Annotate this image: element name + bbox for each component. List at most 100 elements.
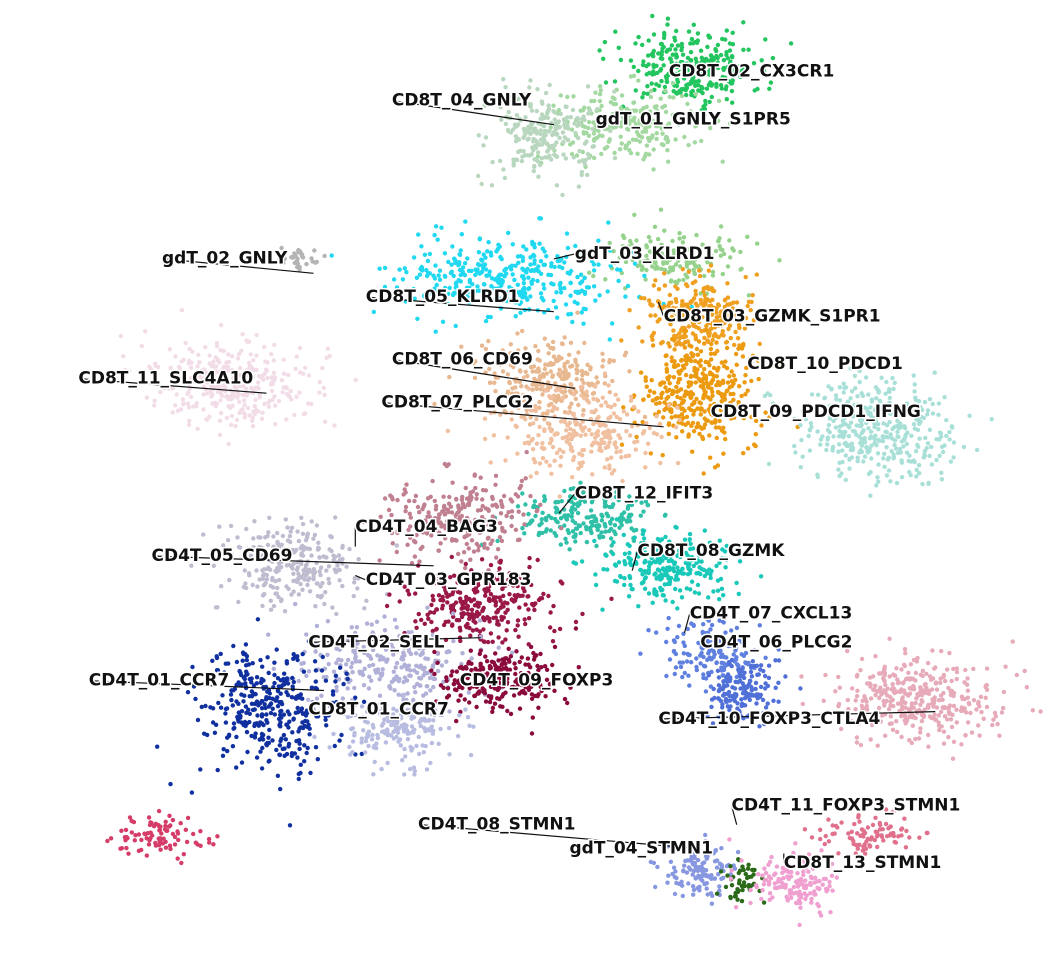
cell-point (689, 36, 695, 42)
cell-point (271, 603, 277, 609)
cell-point (612, 96, 617, 102)
cell-point (513, 527, 519, 532)
cell-point (575, 116, 580, 121)
cell-point (625, 542, 630, 547)
cell-point (481, 617, 487, 622)
cell-point (707, 298, 713, 304)
cell-point (672, 38, 678, 43)
cell-point (655, 567, 661, 572)
cell-point (535, 507, 540, 513)
cell-point (444, 659, 449, 664)
cell-point (667, 581, 672, 587)
cell-point (412, 498, 417, 504)
cell-point (886, 468, 892, 473)
cell-point (720, 159, 725, 164)
cell-point (632, 440, 637, 445)
cell-point (486, 272, 492, 278)
cell-point (663, 534, 668, 540)
cell-point (660, 453, 665, 458)
cell-point (885, 457, 891, 462)
cell-point (618, 519, 624, 525)
cell-point (548, 625, 553, 630)
cell-point (490, 494, 495, 500)
cell-point (745, 234, 750, 239)
cell-point (582, 340, 587, 346)
cell-point (557, 626, 563, 632)
cell-point (646, 393, 651, 399)
cell-point (883, 429, 888, 434)
cell-point (533, 405, 538, 410)
cell-point (657, 250, 662, 256)
cell-point (763, 37, 768, 42)
cell-point (628, 582, 633, 588)
cell-point (662, 30, 667, 36)
cell-point (644, 267, 649, 273)
cell-point (457, 260, 462, 265)
cell-point (554, 450, 560, 456)
cell-point (529, 365, 534, 370)
cell-point (546, 351, 551, 356)
cell-point (653, 278, 658, 283)
cell-point (809, 392, 815, 397)
cell-point (664, 673, 669, 679)
cell-point (553, 505, 558, 510)
cell-point (432, 498, 437, 504)
cell-point (521, 398, 526, 403)
cell-point (681, 651, 686, 656)
cell-point (282, 256, 287, 262)
cell-point (477, 618, 483, 623)
cell-point (468, 289, 473, 295)
cell-point (644, 125, 649, 131)
cell-point (675, 394, 680, 400)
cell-point (340, 583, 345, 589)
cell-point (685, 390, 690, 395)
cell-point (613, 392, 618, 397)
cell-point (155, 364, 161, 370)
cell-point (585, 84, 591, 89)
cell-point (725, 281, 730, 286)
cell-point (736, 400, 741, 405)
cell-point (413, 591, 418, 596)
cell-point (748, 363, 753, 368)
cell-point (532, 253, 537, 259)
cell-point (648, 88, 654, 94)
cell-point (725, 704, 730, 709)
cell-point (539, 295, 544, 300)
cell-point (322, 253, 327, 259)
cell-point (395, 497, 400, 503)
cell-point (548, 125, 553, 130)
cell-point (265, 360, 270, 365)
cell-point (568, 280, 573, 286)
cell-point (242, 402, 247, 408)
cell-point (739, 697, 744, 702)
cell-point (621, 409, 626, 414)
cell-point (709, 386, 714, 391)
cell-point (880, 434, 886, 440)
cell-point (639, 135, 645, 140)
cell-point (460, 265, 466, 270)
cell-point (453, 600, 459, 605)
cell-point (666, 431, 671, 437)
cell-point (648, 313, 653, 318)
cell-point (552, 458, 557, 463)
cell-point (548, 369, 553, 374)
cell-point (661, 261, 666, 266)
cell-point (914, 467, 919, 473)
cell-point (597, 98, 603, 104)
cell-point (666, 341, 671, 346)
cell-point (580, 611, 585, 617)
cell-point (665, 139, 670, 145)
cell-point (636, 132, 641, 138)
cell-point (864, 444, 869, 450)
cell-point (207, 414, 212, 419)
cell-point (445, 428, 451, 434)
cell-point (530, 436, 535, 442)
cell-point (638, 513, 643, 518)
cell-point (725, 295, 731, 300)
cell-point (641, 59, 646, 64)
cell-point (158, 390, 163, 395)
cell-point (582, 117, 587, 123)
cell-point (550, 444, 556, 450)
cell-point (584, 539, 590, 545)
cell-point (654, 414, 659, 419)
